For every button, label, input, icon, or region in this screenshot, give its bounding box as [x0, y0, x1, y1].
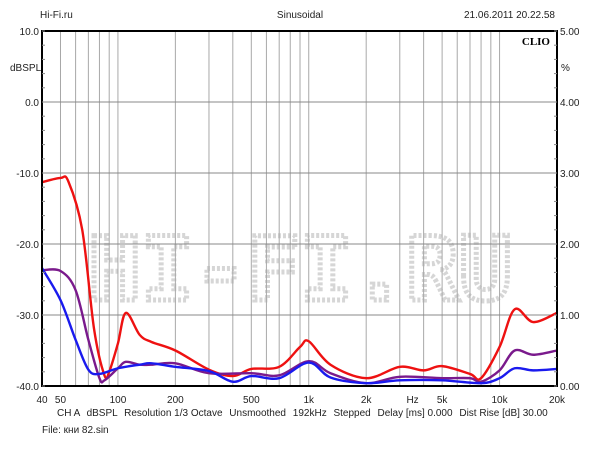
x-tick-label: 10k [491, 395, 508, 406]
axis-ticks: 10.0 5.00 0.0 4.00 -10.0 3.00 -20.0 2.00 -30.0 1.… [16, 27, 580, 406]
footer-channel: CH A [57, 408, 81, 419]
footer-mode: Stepped [333, 408, 370, 419]
y-tick-label: 10.0 [20, 27, 40, 38]
y-right-tick-label: 5.00 [560, 27, 580, 38]
footer-unit: dBSPL [87, 408, 119, 419]
y-axis-label: dBSPL [10, 63, 42, 74]
y-tick-label: -40.0 [16, 382, 39, 393]
series-lines [40, 175, 558, 385]
y-right-tick-label: 1.00 [560, 311, 580, 322]
footer-dist-rise: Dist Rise [dB] 30.00 [459, 408, 548, 419]
header-site: Hi-Fi.ru [40, 10, 73, 21]
x-tick-label: 2k [361, 395, 373, 406]
series-line-blue [40, 267, 558, 385]
x-tick-label: 500 [243, 395, 260, 406]
y-axis-right-label: % [561, 63, 570, 74]
x-tick-label: Hz [406, 395, 418, 406]
x-tick-label: 1k [303, 395, 315, 406]
series-line-red [41, 175, 558, 381]
y-right-tick-label: 3.00 [560, 169, 580, 180]
clio-logo: CLIO [522, 36, 551, 48]
y-tick-label: -20.0 [16, 240, 39, 251]
x-tick-label: 50 [55, 395, 67, 406]
y-right-tick-label: 0.00 [560, 382, 580, 393]
series-line-purple [41, 268, 558, 385]
footer-samplerate: 192kHz [293, 408, 327, 419]
y-tick-label: 0.0 [25, 98, 39, 109]
footer-file: File: кни 82.sin [42, 425, 109, 436]
x-tick-label: 100 [110, 395, 127, 406]
y-tick-label: -10.0 [16, 169, 39, 180]
footer-resolution: Resolution 1/3 Octave [124, 408, 223, 419]
x-tick-label: 40 [36, 395, 48, 406]
y-tick-label: -30.0 [16, 311, 39, 322]
footer-delay: Delay [ms] 0.000 [378, 408, 453, 419]
x-tick-label: 20k [549, 395, 566, 406]
plot-frame [41, 30, 558, 387]
header-datetime: 21.06.2011 20.22.58 [464, 10, 555, 21]
x-tick-label: 200 [167, 395, 184, 406]
x-tick-label: 5k [437, 395, 449, 406]
y-right-tick-label: 4.00 [560, 98, 580, 109]
footer-smoothing: Unsmoothed [229, 408, 286, 419]
footer-info: CH A dBSPL Resolution 1/3 Octave Unsmoot… [57, 408, 548, 419]
header-title: Sinusoidal [277, 10, 323, 21]
y-right-tick-label: 2.00 [560, 240, 580, 251]
